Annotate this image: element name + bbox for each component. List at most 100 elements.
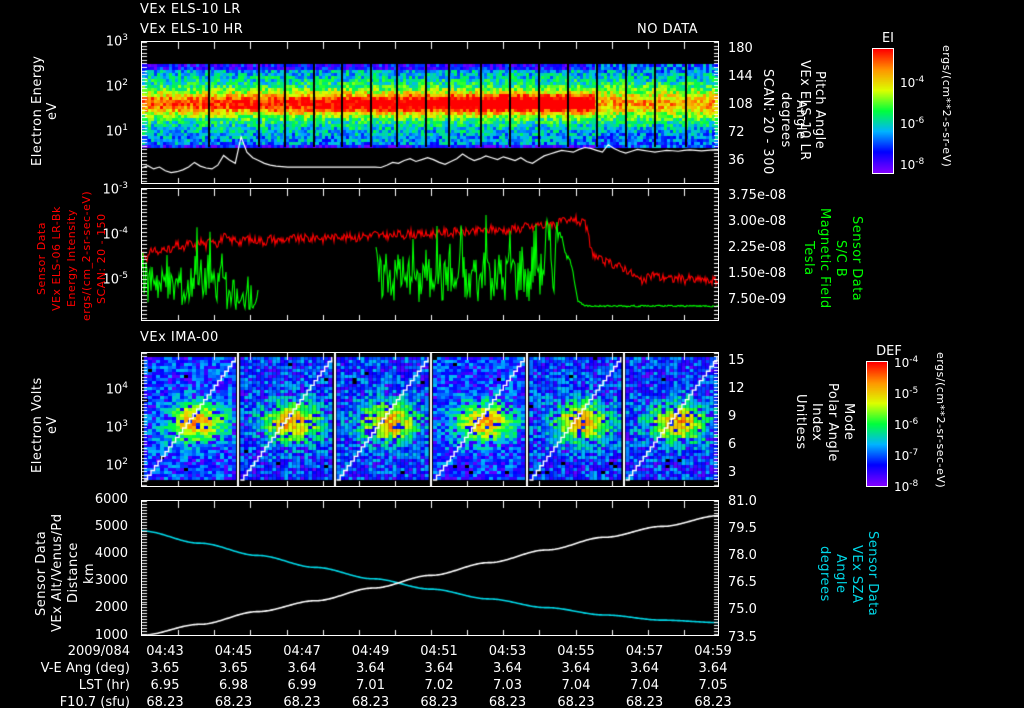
panel1-ytick-1e1: 101 bbox=[105, 123, 128, 140]
panel4-plot-area[interactable] bbox=[141, 500, 719, 636]
table-cell-r0-c1: 04:45 bbox=[214, 644, 253, 659]
panel1-ytick-1e2: 102 bbox=[105, 78, 128, 95]
panel1-right-title-units: Angle degrees bbox=[778, 92, 808, 148]
panel4-ytick-1000: 1000 bbox=[94, 628, 128, 643]
panel1-right-scan-range: SCAN: 20 - 300 bbox=[760, 69, 775, 175]
panel2-plot-area[interactable] bbox=[141, 188, 719, 321]
panel1-spectrogram-canvas bbox=[142, 42, 718, 183]
table-cell-r2-c3: 7.01 bbox=[356, 678, 385, 693]
table-cell-r3-c5: 68.23 bbox=[488, 695, 527, 708]
table-cell-r2-c5: 7.03 bbox=[493, 678, 522, 693]
panel3-yaxis-title: Electron Volts eV bbox=[30, 377, 60, 473]
panel3-colorbar-title: DEF bbox=[876, 344, 902, 359]
table-cell-r3-c7: 68.23 bbox=[625, 695, 664, 708]
table-cell-r0-c8: 04:59 bbox=[694, 644, 732, 659]
panel4-rtick-795: 79.5 bbox=[728, 521, 757, 536]
table-cell-r1-c5: 3.64 bbox=[493, 661, 522, 676]
table-cell-r2-c0: 6.95 bbox=[150, 678, 180, 693]
panel1-colorbar bbox=[872, 48, 894, 174]
panel3-rtick-15: 15 bbox=[728, 353, 745, 368]
panel2-ytick-1e-4: 10-4 bbox=[102, 226, 128, 243]
table-cell-r3-c0: 68.23 bbox=[146, 695, 184, 708]
panel1-cb-tick-1e-8: 10-8 bbox=[900, 157, 925, 172]
panel3-ytick-1e3: 103 bbox=[105, 419, 128, 436]
table-cell-r1-c3: 3.64 bbox=[356, 661, 385, 676]
table-cell-r2-c2: 6.99 bbox=[287, 678, 317, 693]
panel2-rtick-300e8: 3.00e-08 bbox=[728, 214, 787, 229]
table-cell-r1-c4: 3.64 bbox=[424, 661, 454, 676]
table-cell-r1-c6: 3.64 bbox=[561, 661, 591, 676]
panel1-plot-area[interactable] bbox=[141, 41, 719, 184]
table-cell-r0-c0: 04:43 bbox=[146, 644, 184, 659]
table-cell-r0-c6: 04:55 bbox=[557, 644, 595, 659]
table-cell-r0-c5: 04:53 bbox=[488, 644, 527, 659]
table-cell-r3-c3: 68.23 bbox=[351, 695, 390, 708]
panel3-ytick-1e2: 102 bbox=[105, 457, 128, 474]
table-cell-r3-c1: 68.23 bbox=[214, 695, 253, 708]
table-row-label-1: V-E Ang (deg) bbox=[40, 661, 130, 676]
table-cell-r2-c7: 7.04 bbox=[630, 678, 659, 693]
panel1-cb-tick-1e-6: 10-6 bbox=[900, 116, 925, 131]
table-row-label-2: LST (hr) bbox=[78, 678, 130, 693]
panel3-cb-tick-1e-7: 10-7 bbox=[894, 448, 919, 463]
panel3-colorbar-unit: ergs/(cm**2-sr-sec-eV) bbox=[934, 352, 947, 489]
table-cell-r0-c4: 04:51 bbox=[420, 644, 458, 659]
table-cell-r0-c2: 04:47 bbox=[283, 644, 321, 659]
table-cell-r2-c6: 7.04 bbox=[561, 678, 591, 693]
panel4-rtick-765: 76.5 bbox=[728, 575, 757, 590]
panel4-rtick-81: 81.0 bbox=[728, 494, 757, 509]
table-cell-r3-c2: 68.23 bbox=[283, 695, 321, 708]
panel3-rtick-12: 12 bbox=[728, 381, 745, 396]
panel4-ytick-6000: 6000 bbox=[94, 492, 128, 507]
panel3-cb-tick-1e-5: 10-5 bbox=[894, 386, 919, 401]
table-cell-r3-c4: 68.23 bbox=[420, 695, 458, 708]
panel3-colorbar bbox=[866, 361, 888, 487]
table-cell-r1-c7: 3.64 bbox=[630, 661, 659, 676]
panel3-cb-tick-1e-6: 10-6 bbox=[894, 417, 919, 432]
panel4-right-title: Sensor Data VEx SZA Angle degrees bbox=[817, 531, 880, 617]
panel1-title-els10hr: VEx ELS-10 HR bbox=[140, 22, 244, 37]
panel1-yaxis-title: Electron Energy eV bbox=[30, 55, 60, 167]
panel3-rtick-6: 6 bbox=[728, 437, 737, 452]
panel4-ytick-3000: 3000 bbox=[94, 573, 128, 588]
table-cell-r1-c0: 3.65 bbox=[150, 661, 180, 676]
table-cell-r3-c8: 68.23 bbox=[694, 695, 732, 708]
panel1-colorbar-title: EI bbox=[881, 31, 895, 46]
panel1-rtick-36: 36 bbox=[728, 153, 745, 168]
table-cell-r0-c3: 04:49 bbox=[351, 644, 390, 659]
panel3-cb-tick-1e-4: 10-4 bbox=[894, 355, 919, 370]
panel3-rtick-9: 9 bbox=[728, 409, 737, 424]
panel1-rtick-144: 144 bbox=[728, 69, 753, 84]
panel2-ytick-1e-5: 10-5 bbox=[102, 271, 128, 288]
table-cell-r0-c7: 04:57 bbox=[625, 644, 664, 659]
panel2-traces-canvas bbox=[142, 189, 718, 320]
panel4-left-title: Sensor Data VEx Alt/Venus/Pd Distance km bbox=[34, 513, 97, 633]
table-cell-r2-c8: 7.05 bbox=[698, 678, 728, 693]
panel2-rtick-225e8: 2.25e-08 bbox=[728, 240, 787, 255]
panel3-title-ima00: VEx IMA-00 bbox=[140, 330, 219, 345]
panel1-rtick-180: 180 bbox=[728, 41, 753, 56]
panel4-ytick-2000: 2000 bbox=[94, 600, 128, 615]
table-cell-r2-c1: 6.98 bbox=[219, 678, 248, 693]
panel1-rtick-72: 72 bbox=[728, 125, 745, 140]
panel4-ytick-4000: 4000 bbox=[94, 546, 128, 561]
panel3-right-title: Mode Polar Angle Index Unitless bbox=[793, 382, 856, 462]
panel3-rtick-3: 3 bbox=[728, 465, 737, 480]
panel1-colorbar-unit: ergs/(cm**2-s-sr-eV) bbox=[940, 44, 953, 168]
panel1-cb-tick-1e-4: 10-4 bbox=[900, 75, 925, 90]
panel3-spectrogram-canvas bbox=[142, 353, 718, 486]
panel2-rtick-375e8: 3.75e-08 bbox=[728, 188, 787, 203]
table-cell-r3-c6: 68.23 bbox=[557, 695, 595, 708]
panel2-rtick-150e8: 1.50e-08 bbox=[728, 266, 787, 281]
table-cell-r1-c8: 3.64 bbox=[698, 661, 728, 676]
panel1-ytick-1e3: 103 bbox=[105, 33, 128, 50]
table-cell-r1-c2: 3.64 bbox=[287, 661, 317, 676]
panel3-plot-area[interactable] bbox=[141, 352, 719, 487]
panel2-left-title: Sensor Data VEx ELS-06 LR-Bk Energy Inte… bbox=[35, 190, 108, 321]
table-cell-r2-c4: 7.02 bbox=[424, 678, 454, 693]
panel1-no-data-label: NO DATA bbox=[637, 22, 699, 37]
panel2-ytick-1e-3: 10-3 bbox=[102, 181, 128, 198]
panel4-rtick-78: 78.0 bbox=[728, 548, 757, 563]
panel1-right-title: Pitch Angle VEx ELS-10 LR bbox=[797, 60, 827, 161]
